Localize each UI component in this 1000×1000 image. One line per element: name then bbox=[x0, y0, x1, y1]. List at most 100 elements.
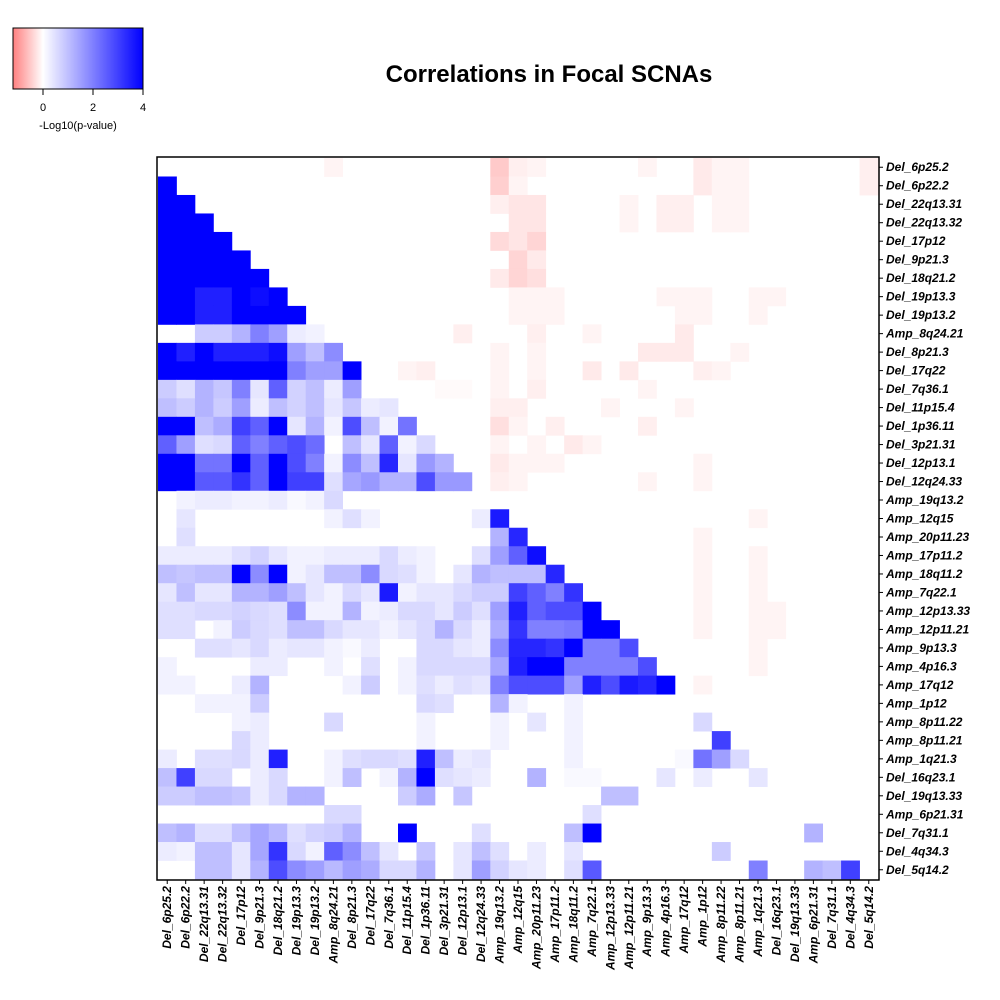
heatmap-cell bbox=[361, 583, 380, 603]
heatmap-cell bbox=[268, 564, 288, 584]
heatmap-cell bbox=[305, 823, 325, 843]
heatmap-cell bbox=[342, 379, 362, 399]
heatmap-cell bbox=[268, 416, 288, 436]
heatmap-cell bbox=[564, 768, 584, 787]
heatmap-cell bbox=[158, 231, 177, 251]
heatmap-cell bbox=[213, 620, 233, 640]
heatmap-cell bbox=[619, 361, 639, 381]
heatmap-cell bbox=[693, 527, 713, 547]
heatmap-cell bbox=[508, 250, 528, 270]
heatmap-cell bbox=[453, 324, 473, 344]
heatmap-cell bbox=[601, 675, 620, 695]
heatmap-cell bbox=[250, 675, 270, 695]
heatmap-cell bbox=[250, 601, 270, 621]
row-label: Del_3p21.31 bbox=[886, 438, 956, 452]
heatmap-cell bbox=[176, 620, 196, 640]
row-label: Del_7q31.1 bbox=[886, 826, 949, 840]
heatmap-cell bbox=[379, 398, 399, 418]
heatmap-cell bbox=[508, 601, 528, 621]
heatmap-cell bbox=[324, 379, 344, 399]
heatmap-cell bbox=[250, 490, 270, 510]
heatmap-cell bbox=[508, 268, 528, 288]
heatmap-cell bbox=[176, 268, 196, 288]
heatmap-cell bbox=[674, 305, 694, 325]
heatmap-cell bbox=[194, 601, 214, 621]
row-label: Del_19q13.33 bbox=[886, 789, 962, 803]
heatmap-cell bbox=[231, 416, 251, 436]
heatmap-cell bbox=[379, 546, 399, 566]
heatmap-cell bbox=[250, 620, 270, 640]
heatmap-cell bbox=[250, 453, 270, 473]
heatmap-cell bbox=[176, 379, 196, 399]
heatmap-cell bbox=[213, 416, 233, 436]
heatmap-cell bbox=[527, 361, 547, 381]
heatmap-cell bbox=[176, 398, 196, 418]
column-label: Del_18q21.2 bbox=[271, 886, 285, 956]
heatmap-cell bbox=[748, 620, 768, 640]
heatmap-cell bbox=[822, 860, 842, 880]
column-label: Del_19p13.2 bbox=[308, 886, 322, 956]
column-label: Amp_8p11.21 bbox=[733, 886, 747, 964]
heatmap-cell bbox=[250, 749, 270, 769]
heatmap-cell bbox=[453, 583, 473, 603]
heatmap-cell bbox=[213, 287, 233, 307]
heatmap-cell bbox=[656, 768, 676, 787]
heatmap-cell bbox=[213, 583, 233, 603]
heatmap-cell bbox=[398, 416, 417, 436]
heatmap-cell bbox=[527, 564, 547, 584]
row-label: Del_19p13.3 bbox=[886, 290, 956, 304]
heatmap-cell bbox=[508, 546, 528, 566]
heatmap-cell bbox=[471, 564, 491, 584]
heatmap-cell bbox=[490, 194, 510, 214]
heatmap-cell bbox=[250, 268, 270, 288]
heatmap-cell bbox=[674, 749, 694, 769]
heatmap-cell bbox=[453, 749, 473, 769]
heatmap-cell bbox=[693, 620, 713, 640]
heatmap-cell bbox=[379, 416, 399, 436]
heatmap-cell bbox=[527, 435, 547, 455]
heatmap-cell bbox=[324, 472, 344, 492]
heatmap-cell bbox=[268, 342, 288, 362]
heatmap-cell bbox=[545, 287, 565, 307]
heatmap-cell bbox=[361, 675, 380, 695]
heatmap-cell bbox=[361, 842, 380, 861]
heatmap-cell bbox=[859, 176, 879, 196]
heatmap-cell bbox=[250, 731, 270, 750]
color-key-tick-label: 2 bbox=[90, 102, 96, 114]
row-label: Amp_8q24.21 bbox=[885, 327, 964, 341]
heatmap-cell bbox=[748, 638, 768, 658]
heatmap-cell bbox=[619, 194, 639, 214]
heatmap-cell bbox=[434, 583, 454, 603]
heatmap-cell bbox=[268, 490, 288, 510]
heatmap-cell bbox=[342, 435, 362, 455]
heatmap-cell bbox=[361, 453, 380, 473]
row-label: Amp_1p12 bbox=[885, 696, 947, 710]
row-label: Amp_12q15 bbox=[885, 512, 954, 526]
column-label: Amp_7q22.1 bbox=[585, 886, 599, 958]
heatmap-cell bbox=[416, 731, 436, 750]
row-label: Amp_7q22.1 bbox=[885, 585, 957, 599]
heatmap-cell bbox=[361, 657, 380, 677]
heatmap-cell bbox=[287, 472, 307, 492]
heatmap-cell bbox=[342, 564, 362, 584]
heatmap-cell bbox=[287, 416, 307, 436]
heatmap-cell bbox=[194, 305, 214, 325]
heatmap-cell bbox=[564, 657, 584, 677]
column-label: Del_6p25.2 bbox=[160, 886, 174, 949]
heatmap-cell bbox=[471, 749, 491, 769]
heatmap-cell bbox=[711, 749, 731, 769]
heatmap-cell bbox=[582, 620, 602, 640]
heatmap-cell bbox=[324, 453, 344, 473]
heatmap-cell bbox=[453, 620, 473, 640]
heatmap-cell bbox=[545, 601, 565, 621]
heatmap-cell bbox=[158, 620, 177, 640]
heatmap-cell bbox=[250, 694, 270, 714]
heatmap-cell bbox=[194, 250, 214, 270]
heatmap-cell bbox=[268, 546, 288, 566]
heatmap-cell bbox=[158, 601, 177, 621]
heatmap-cell bbox=[453, 768, 473, 787]
heatmap-cell bbox=[471, 657, 491, 677]
heatmap-cell bbox=[527, 194, 547, 214]
heatmap-cell bbox=[213, 250, 233, 270]
